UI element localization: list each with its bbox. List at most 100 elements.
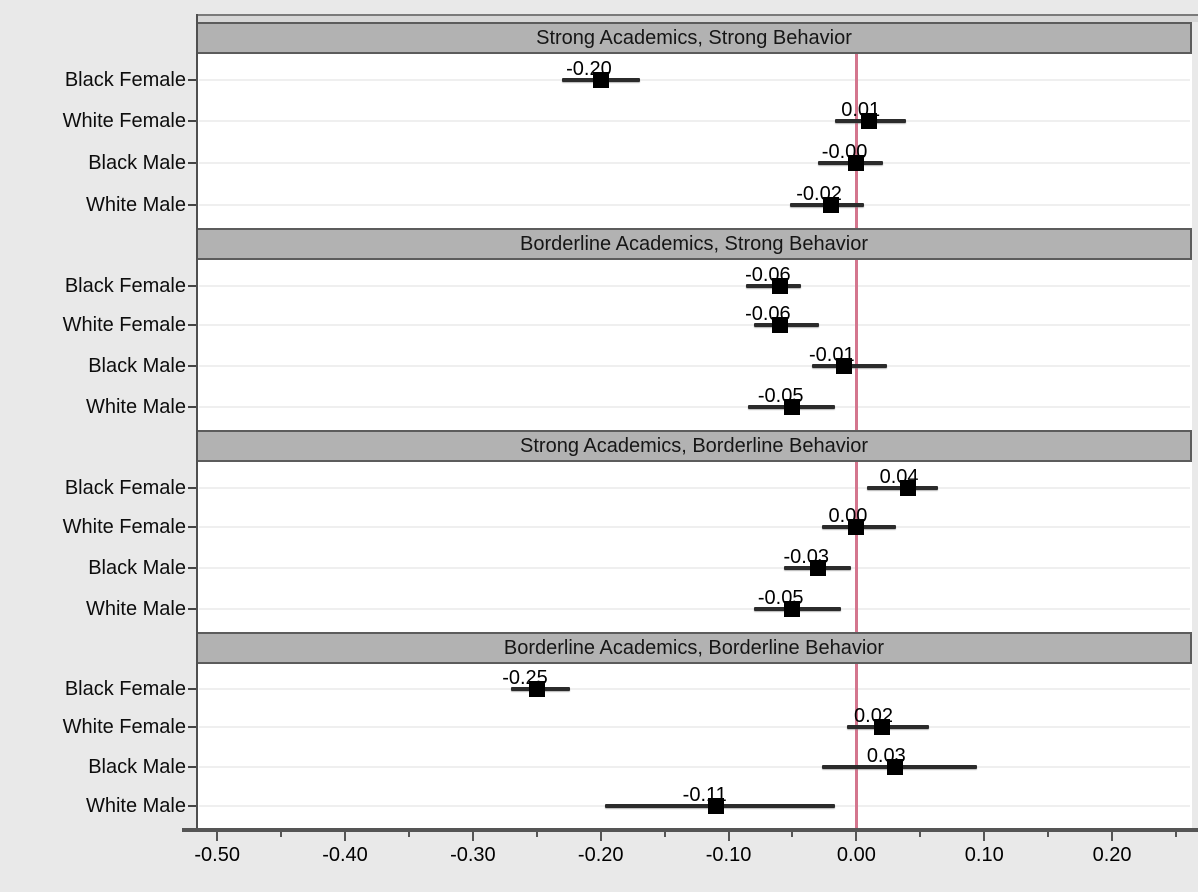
point-estimate-marker: [861, 112, 878, 129]
value-label: 0.00: [828, 505, 868, 528]
row-gridline: [199, 486, 1190, 489]
value-label: -0.11: [682, 783, 727, 806]
panel-plot-area: [198, 54, 1192, 228]
value-label: -0.06: [745, 303, 791, 326]
value-label: 0.02: [854, 705, 893, 728]
x-axis-major-tick: [599, 832, 602, 841]
y-axis-tick: [188, 526, 196, 529]
x-axis-minor-tick: [919, 832, 922, 837]
row-gridline: [199, 687, 1190, 690]
row-gridline: [199, 567, 1190, 570]
value-label: -0.05: [757, 385, 804, 408]
plot-frame-top-strip: [196, 16, 1198, 22]
point-estimate-marker: [707, 797, 724, 814]
value-label: 0.03: [866, 744, 906, 767]
row-gridline: [199, 324, 1190, 327]
row-gridline: [199, 726, 1190, 729]
y-axis-tick: [188, 765, 196, 768]
category-label: Black Female: [64, 69, 186, 92]
panel-header-title: Strong Academics, Strong Behavior: [536, 27, 852, 49]
category-label: Black Female: [64, 274, 186, 297]
row-gridline: [199, 608, 1190, 611]
panel-header-title: Borderline Academics, Borderline Behavio…: [503, 637, 885, 659]
x-axis-minor-tick: [791, 832, 794, 837]
zero-reference-line: [854, 664, 858, 828]
value-label: 0.04: [879, 465, 919, 488]
panel-header-band: Strong Academics, Strong Behavior: [198, 22, 1192, 54]
y-axis-tick: [188, 567, 196, 570]
point-estimate-marker: [873, 719, 890, 736]
point-estimate-marker: [835, 358, 852, 375]
point-estimate-marker: [592, 72, 609, 89]
y-axis-tick: [188, 486, 196, 489]
category-label: White Female: [62, 314, 186, 337]
panel-header-title: Strong Academics, Borderline Behavior: [520, 435, 868, 457]
y-axis-tick: [188, 608, 196, 611]
x-axis-tick-label: -0.50: [194, 844, 240, 866]
point-estimate-marker: [810, 560, 827, 577]
x-axis-major-tick: [344, 832, 347, 841]
value-label: -0.25: [502, 666, 548, 689]
y-axis-tick: [188, 687, 196, 690]
y-axis-tick: [188, 79, 196, 82]
x-axis-major-tick: [855, 832, 858, 841]
x-axis-minor-tick: [1047, 832, 1050, 837]
y-axis-tick: [188, 365, 196, 368]
panel-header-title: Borderline Academics, Strong Behavior: [520, 233, 868, 255]
x-axis-line: [182, 828, 1198, 832]
row-gridline: [199, 79, 1190, 82]
row-gridline: [199, 765, 1190, 768]
point-estimate-marker: [771, 317, 788, 334]
x-axis-minor-tick: [407, 832, 410, 837]
x-axis-tick-label: -0.10: [705, 844, 752, 866]
x-axis-major-tick: [1111, 832, 1114, 841]
point-estimate-marker: [886, 758, 903, 775]
row-gridline: [199, 365, 1190, 368]
x-axis-tick-label: -0.20: [577, 844, 624, 866]
x-axis-minor-tick: [663, 832, 666, 837]
category-label: Black Male: [88, 355, 186, 378]
category-label: White Female: [62, 109, 186, 132]
point-estimate-marker: [784, 601, 801, 618]
zero-reference-line: [854, 260, 858, 430]
value-label: -0.01: [809, 344, 855, 367]
y-axis-line: [196, 14, 198, 828]
category-label: White Male: [85, 193, 186, 216]
x-axis-tick-label: -0.40: [322, 844, 368, 866]
x-axis-minor-tick: [535, 832, 538, 837]
value-label: 0.01: [841, 98, 881, 121]
x-axis-tick-label: 0.20: [1092, 844, 1132, 866]
y-axis-tick: [188, 804, 196, 807]
x-axis-tick-label: 0.00: [836, 844, 876, 866]
value-label: -0.05: [757, 587, 804, 610]
category-label: Black Male: [88, 755, 186, 778]
row-gridline: [199, 284, 1190, 287]
category-label: White Female: [62, 516, 186, 539]
panel-header-band: Strong Academics, Borderline Behavior: [198, 430, 1192, 462]
panel-header-band: Borderline Academics, Borderline Behavio…: [198, 632, 1192, 664]
value-label: -0.20: [566, 58, 612, 81]
value-label: -0.06: [745, 263, 791, 286]
row-gridline: [199, 406, 1190, 409]
y-axis-tick: [188, 161, 196, 164]
y-axis-tick: [188, 284, 196, 287]
y-axis-tick: [188, 726, 196, 729]
category-label: White Male: [85, 598, 186, 621]
y-axis-tick: [188, 119, 196, 122]
value-label: -0.02: [796, 182, 842, 205]
x-axis-major-tick: [471, 832, 474, 841]
point-estimate-marker: [822, 196, 839, 213]
x-axis-major-tick: [216, 832, 219, 841]
category-label: White Male: [85, 794, 186, 817]
row-gridline: [199, 119, 1190, 122]
panel-plot-area: [198, 664, 1192, 828]
zero-reference-line: [854, 462, 858, 632]
category-label: White Female: [62, 716, 186, 739]
point-estimate-marker: [771, 277, 788, 294]
panel-plot-area: [198, 260, 1192, 430]
y-axis-tick: [188, 324, 196, 327]
y-axis-tick: [188, 406, 196, 409]
x-axis-minor-tick: [1175, 832, 1178, 837]
category-label: Black Female: [64, 476, 186, 499]
